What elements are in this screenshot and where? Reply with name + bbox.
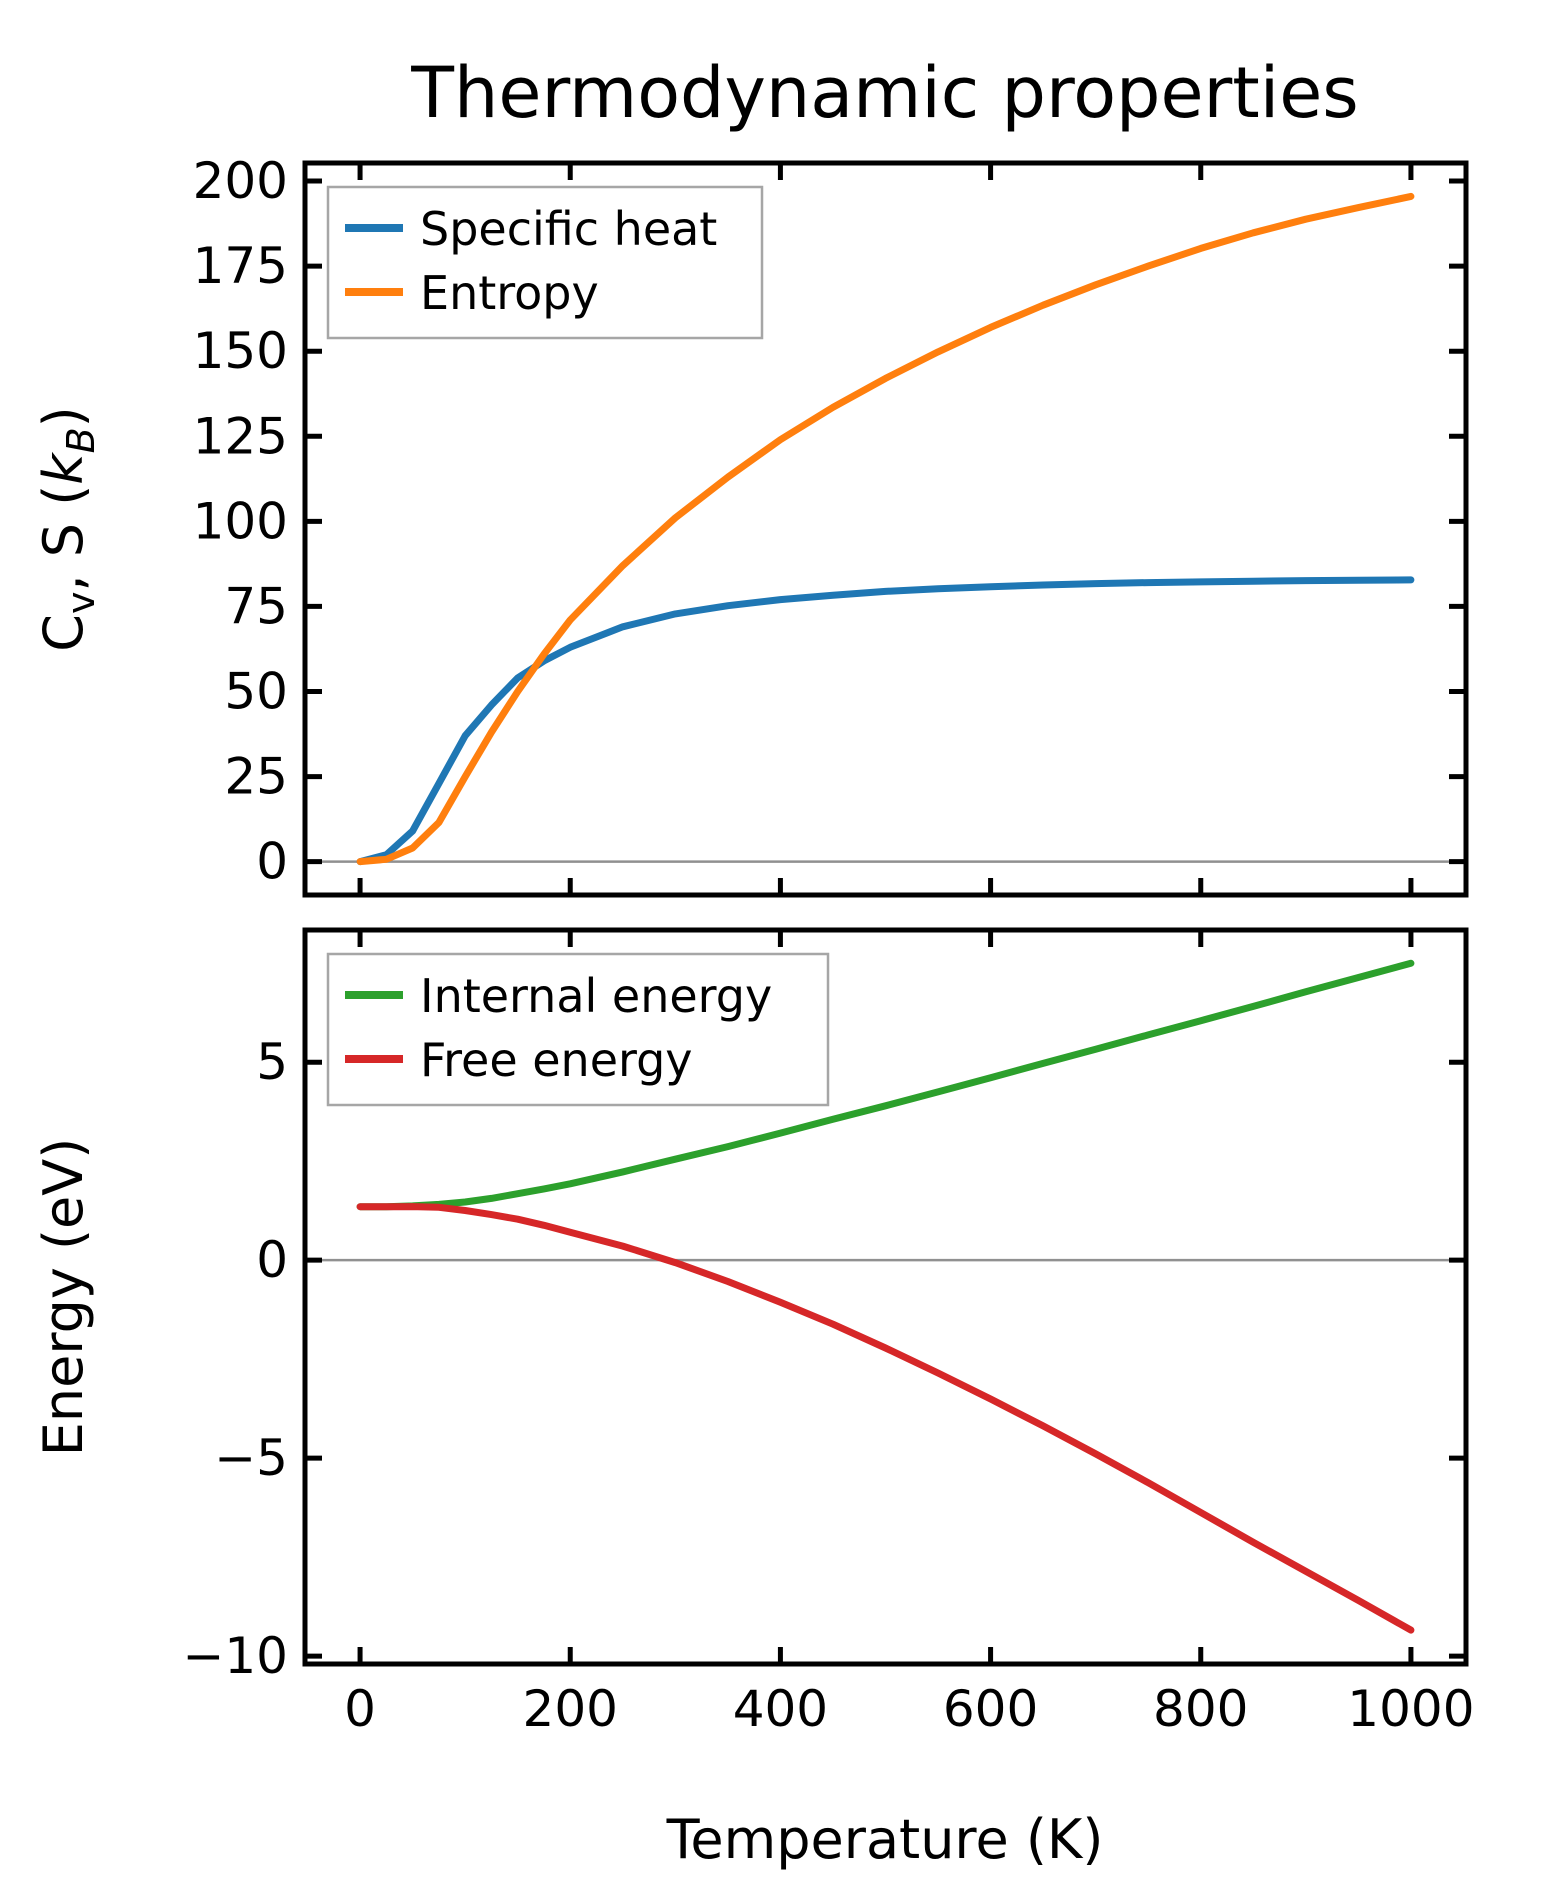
- y-tick-label: 0: [256, 1231, 288, 1289]
- legend-entry-label: Specific heat: [420, 202, 717, 256]
- specific-heat-line: [356, 576, 1415, 866]
- legend: Internal energy Free energy: [326, 952, 830, 1107]
- legend: Specific heat Entropy: [326, 185, 764, 340]
- y-tick-label: 175: [193, 237, 288, 295]
- x-tick-label: 1000: [1347, 1680, 1474, 1738]
- y-tick-label: 25: [224, 748, 288, 806]
- legend-entry-label: Free energy: [420, 1033, 693, 1087]
- y-tick-label: 0: [256, 833, 288, 891]
- y-tick-label: 5: [256, 1033, 288, 1091]
- y-tick-label: 100: [193, 492, 288, 550]
- free-energy-line: [356, 1203, 1415, 1634]
- x-tick-label: 400: [733, 1680, 828, 1738]
- x-axis-label: Temperature (K): [666, 1808, 1104, 1871]
- y-tick-label: 75: [224, 577, 288, 635]
- x-tick-label: 200: [523, 1680, 618, 1738]
- subplot-energy: 5 0 −5 −10 0 200 400 600 800 1000 Energy (eV) Inter…: [32, 927, 1475, 1738]
- y-tick-label: 200: [193, 152, 288, 210]
- entropy-line: [356, 192, 1415, 866]
- axes-spines: [302, 927, 1469, 1667]
- x-tick-label: 0: [344, 1680, 376, 1738]
- y-tick-label: −10: [182, 1627, 288, 1685]
- legend-entry-label: Internal energy: [420, 969, 772, 1023]
- y-axis-label: Cv​, S (kB​): [32, 406, 103, 652]
- legend-entry-label: Entropy: [420, 266, 599, 320]
- figure-title: Thermodynamic properties: [410, 52, 1358, 134]
- legend-box: [326, 185, 764, 340]
- y-axis-label: Energy (eV): [32, 1138, 95, 1457]
- y-tick-label: 125: [193, 407, 288, 465]
- y-tick-label: 150: [193, 322, 288, 380]
- x-tick-label: 600: [943, 1680, 1038, 1738]
- legend-box: [326, 952, 830, 1107]
- x-tick-label: 800: [1153, 1680, 1248, 1738]
- subplot-specific-heat-entropy: 0 25 50 75 100 125 150 175 200 Cv​, S (kB​) Specif…: [32, 152, 1469, 898]
- internal-energy-line: [356, 959, 1415, 1211]
- axes-spines: [302, 160, 1469, 898]
- y-tick-label: −5: [214, 1429, 288, 1487]
- y-tick-label: 50: [224, 662, 288, 720]
